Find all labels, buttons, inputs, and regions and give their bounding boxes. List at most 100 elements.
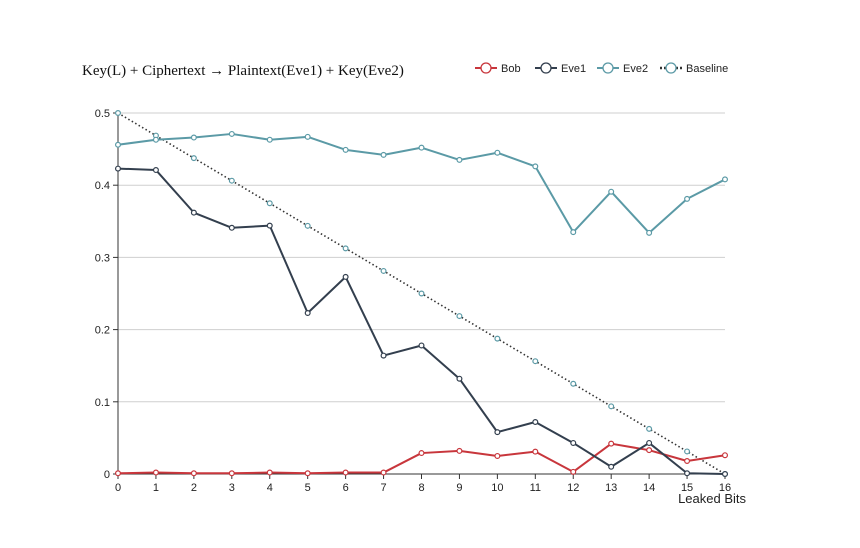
x-tick-label: 2 — [191, 482, 197, 494]
x-tick-label: 15 — [681, 482, 693, 494]
data-point-baseline — [494, 335, 501, 342]
series-baseline — [114, 109, 728, 478]
data-point-eve2 — [228, 130, 235, 137]
legend-label: Eve1 — [561, 63, 586, 75]
data-point-eve2 — [721, 176, 728, 183]
legend-item-bob: Bob — [475, 62, 521, 75]
data-point-eve2 — [646, 229, 653, 236]
data-point-baseline — [304, 222, 311, 229]
legend-swatch-marker — [665, 62, 677, 74]
data-point-eve1 — [532, 419, 539, 426]
legend: Bob Eve1 Eve2 Baseline — [475, 62, 728, 75]
data-point-eve1 — [570, 439, 577, 446]
data-point-eve2 — [456, 156, 463, 163]
legend-item-eve2: Eve2 — [597, 62, 648, 75]
data-point-bob — [646, 447, 653, 454]
data-point-bob — [380, 469, 387, 476]
data-point-eve1 — [190, 209, 197, 216]
data-point-eve1 — [266, 222, 273, 229]
data-point-bob — [190, 470, 197, 477]
data-point-baseline — [114, 109, 121, 116]
data-point-eve2 — [152, 136, 159, 143]
data-point-bob — [532, 448, 539, 455]
data-point-bob — [342, 469, 349, 476]
data-point-eve1 — [721, 471, 728, 478]
data-point-bob — [721, 452, 728, 459]
data-point-baseline — [418, 290, 425, 297]
data-point-eve2 — [608, 188, 615, 195]
data-point-eve2 — [380, 151, 387, 158]
y-tick-label: 0.1 — [95, 397, 110, 409]
data-point-baseline — [646, 425, 653, 432]
data-point-eve1 — [304, 309, 311, 316]
data-point-bob — [684, 458, 691, 465]
data-point-eve2 — [114, 141, 121, 148]
data-point-bob — [304, 470, 311, 477]
legend-swatch-marker — [480, 62, 492, 74]
legend-label: Eve2 — [623, 63, 648, 75]
data-point-baseline — [532, 358, 539, 365]
series-bob — [114, 440, 728, 477]
data-point-eve1 — [646, 439, 653, 446]
x-tick-label: 1 — [153, 482, 159, 494]
data-point-eve2 — [304, 133, 311, 140]
x-tick-label: 9 — [456, 482, 462, 494]
data-point-eve2 — [342, 146, 349, 153]
x-tick-label: 11 — [530, 482, 541, 494]
data-point-baseline — [342, 245, 349, 252]
data-point-eve1 — [494, 429, 501, 436]
x-tick-label: 5 — [305, 482, 311, 494]
x-tick-label: 13 — [605, 482, 617, 494]
y-tick-label: 0.5 — [95, 108, 110, 120]
legend-swatch-marker — [602, 62, 614, 74]
x-tick-label: 4 — [267, 482, 273, 494]
x-tick-label: 6 — [343, 482, 349, 494]
data-point-bob — [114, 470, 121, 477]
data-point-baseline — [190, 155, 197, 162]
axes: 00.10.20.30.40.50 1 2 3 4 5 6 7 8 9 10 11 12 13 14 15 16 — [95, 108, 731, 494]
y-tick-label: 0.2 — [95, 325, 110, 337]
data-point-eve1 — [608, 463, 615, 470]
data-point-bob — [228, 470, 235, 477]
data-point-eve2 — [494, 149, 501, 156]
chart-title: Key(L) + Ciphertext → Plaintext(Eve1) + … — [82, 63, 404, 79]
data-point-bob — [494, 452, 501, 459]
data-point-eve1 — [228, 224, 235, 231]
data-point-eve1 — [456, 375, 463, 382]
data-point-eve2 — [418, 144, 425, 151]
x-tick-label: 8 — [418, 482, 424, 494]
data-point-bob — [456, 447, 463, 454]
data-point-baseline — [266, 200, 273, 207]
data-point-eve1 — [114, 165, 121, 172]
data-point-eve1 — [152, 167, 159, 174]
data-point-eve2 — [532, 163, 539, 170]
series-eve2 — [114, 130, 728, 236]
data-point-eve2 — [570, 229, 577, 236]
x-tick-label: 14 — [643, 482, 655, 494]
legend-item-eve1: Eve1 — [535, 62, 586, 75]
legend-item-baseline: Baseline — [660, 62, 728, 75]
series — [114, 109, 728, 478]
legend-label: Bob — [501, 63, 521, 75]
data-point-baseline — [608, 403, 615, 410]
legend-swatch-marker — [540, 62, 552, 74]
x-axis-label: Leaked Bits — [678, 491, 746, 506]
x-tick-label: 0 — [115, 482, 121, 494]
x-tick-label: 16 — [719, 482, 731, 494]
x-tick-label: 10 — [491, 482, 503, 494]
data-point-eve2 — [266, 136, 273, 143]
y-tick-label: 0.4 — [95, 180, 110, 192]
x-tick-label: 7 — [381, 482, 387, 494]
data-point-bob — [608, 440, 615, 447]
data-point-baseline — [380, 267, 387, 274]
data-point-bob — [266, 469, 273, 476]
data-point-baseline — [570, 380, 577, 387]
data-point-eve1 — [684, 470, 691, 477]
data-point-bob — [418, 450, 425, 457]
legend-label: Baseline — [686, 63, 728, 75]
y-tick-label: 0 — [104, 469, 110, 481]
data-point-eve2 — [684, 195, 691, 202]
x-tick-label: 3 — [229, 482, 235, 494]
y-tick-label: 0.3 — [95, 252, 110, 264]
